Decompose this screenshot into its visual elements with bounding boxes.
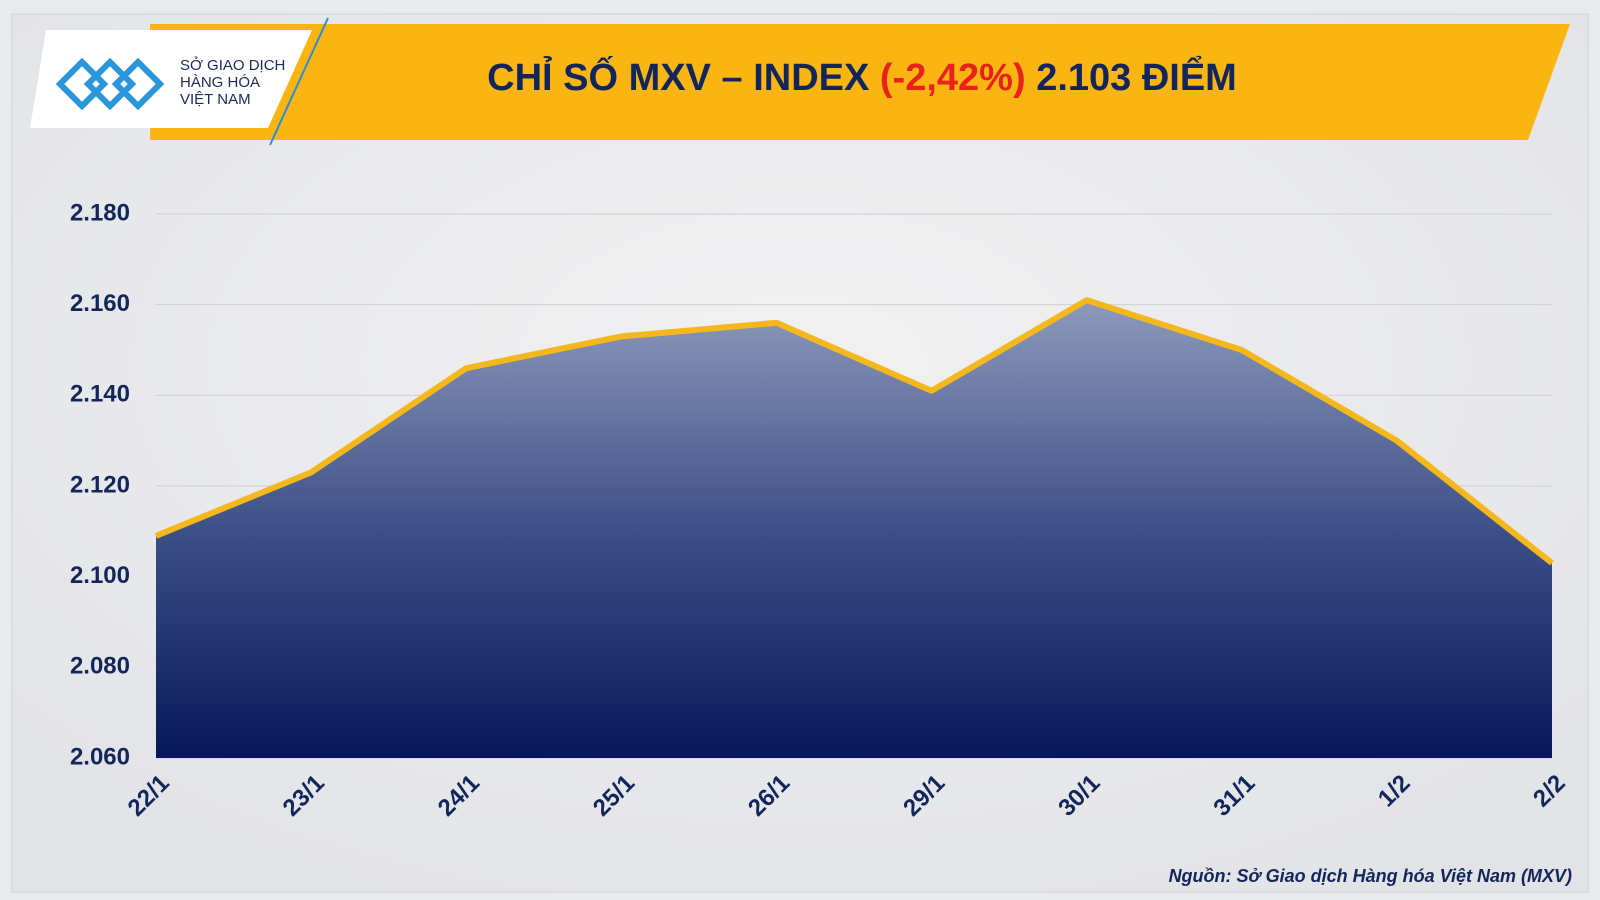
y-tick-label: 2.140: [70, 381, 130, 408]
y-tick-label: 2.080: [70, 653, 130, 680]
logo-box: [30, 30, 312, 128]
title-prefix: CHỈ SỐ MXV – INDEX: [487, 54, 870, 99]
title-banner: [150, 24, 1570, 140]
y-tick-label: 2.060: [70, 743, 130, 770]
source-note: Nguồn: Sở Giao dịch Hàng hóa Việt Nam (M…: [1169, 866, 1572, 886]
logo-text: HÀNG HÓA: [180, 74, 260, 91]
chart-title: CHỈ SỐ MXV – INDEX (-2,42%) 2.103 ĐIỂM: [487, 54, 1237, 99]
logo-icon: [55, 57, 165, 111]
logo-accent: [269, 17, 329, 146]
line: [154, 297, 1554, 566]
y-tick-label: 2.100: [70, 562, 130, 589]
title-change: (-2,42%): [880, 57, 1026, 99]
title-suffix: 2.103 ĐIỂM: [1036, 54, 1237, 99]
y-tick-label: 2.120: [70, 471, 130, 498]
y-tick-label: 2.160: [70, 290, 130, 317]
y-tick-label: 2.180: [70, 199, 130, 226]
logo-text: SỞ GIAO DỊCH: [180, 56, 285, 74]
area-fill: [156, 300, 1552, 758]
logo-text: VIỆT NAM: [180, 91, 251, 108]
